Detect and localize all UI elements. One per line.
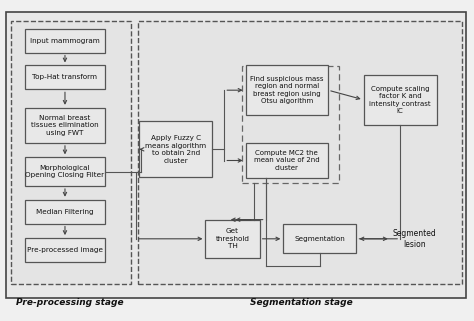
FancyBboxPatch shape — [283, 224, 356, 253]
Text: Median Filtering: Median Filtering — [36, 209, 94, 215]
Text: Morphological
Opening Closing Filter: Morphological Opening Closing Filter — [26, 165, 105, 178]
FancyBboxPatch shape — [25, 65, 105, 89]
Text: Segmentation: Segmentation — [294, 236, 345, 242]
FancyBboxPatch shape — [25, 29, 105, 53]
FancyBboxPatch shape — [138, 22, 462, 283]
FancyBboxPatch shape — [246, 65, 328, 115]
Text: Pre-processed image: Pre-processed image — [27, 247, 103, 253]
Text: Input mammogram: Input mammogram — [30, 38, 100, 44]
FancyBboxPatch shape — [25, 238, 105, 262]
Text: Normal breast
tissues elimination
using FWT: Normal breast tissues elimination using … — [31, 115, 99, 136]
Text: Top-Hat transform: Top-Hat transform — [33, 74, 98, 80]
Text: Find suspicious mass
region and normal
breast region using
Otsu algorithm: Find suspicious mass region and normal b… — [250, 76, 324, 104]
FancyBboxPatch shape — [6, 12, 466, 298]
Text: Compute MC2 the
mean value of 2nd
cluster: Compute MC2 the mean value of 2nd cluste… — [254, 150, 319, 171]
FancyBboxPatch shape — [25, 157, 105, 186]
Text: Segmented
lesion: Segmented lesion — [392, 229, 436, 248]
Text: Get
threshold
TH: Get threshold TH — [216, 228, 249, 249]
Text: Pre-processing stage: Pre-processing stage — [16, 298, 124, 307]
Text: Apply Fuzzy C
means algorithm
to obtain 2nd
cluster: Apply Fuzzy C means algorithm to obtain … — [146, 135, 207, 164]
FancyBboxPatch shape — [246, 143, 328, 178]
Text: Compute scaling
factor K and
intensity contrast
IC: Compute scaling factor K and intensity c… — [369, 85, 431, 114]
FancyBboxPatch shape — [139, 121, 212, 177]
FancyBboxPatch shape — [242, 66, 339, 183]
FancyBboxPatch shape — [11, 22, 131, 283]
FancyBboxPatch shape — [205, 220, 260, 258]
FancyBboxPatch shape — [364, 75, 437, 125]
Text: Segmentation stage: Segmentation stage — [250, 298, 352, 307]
FancyBboxPatch shape — [25, 200, 105, 224]
FancyBboxPatch shape — [25, 108, 105, 143]
